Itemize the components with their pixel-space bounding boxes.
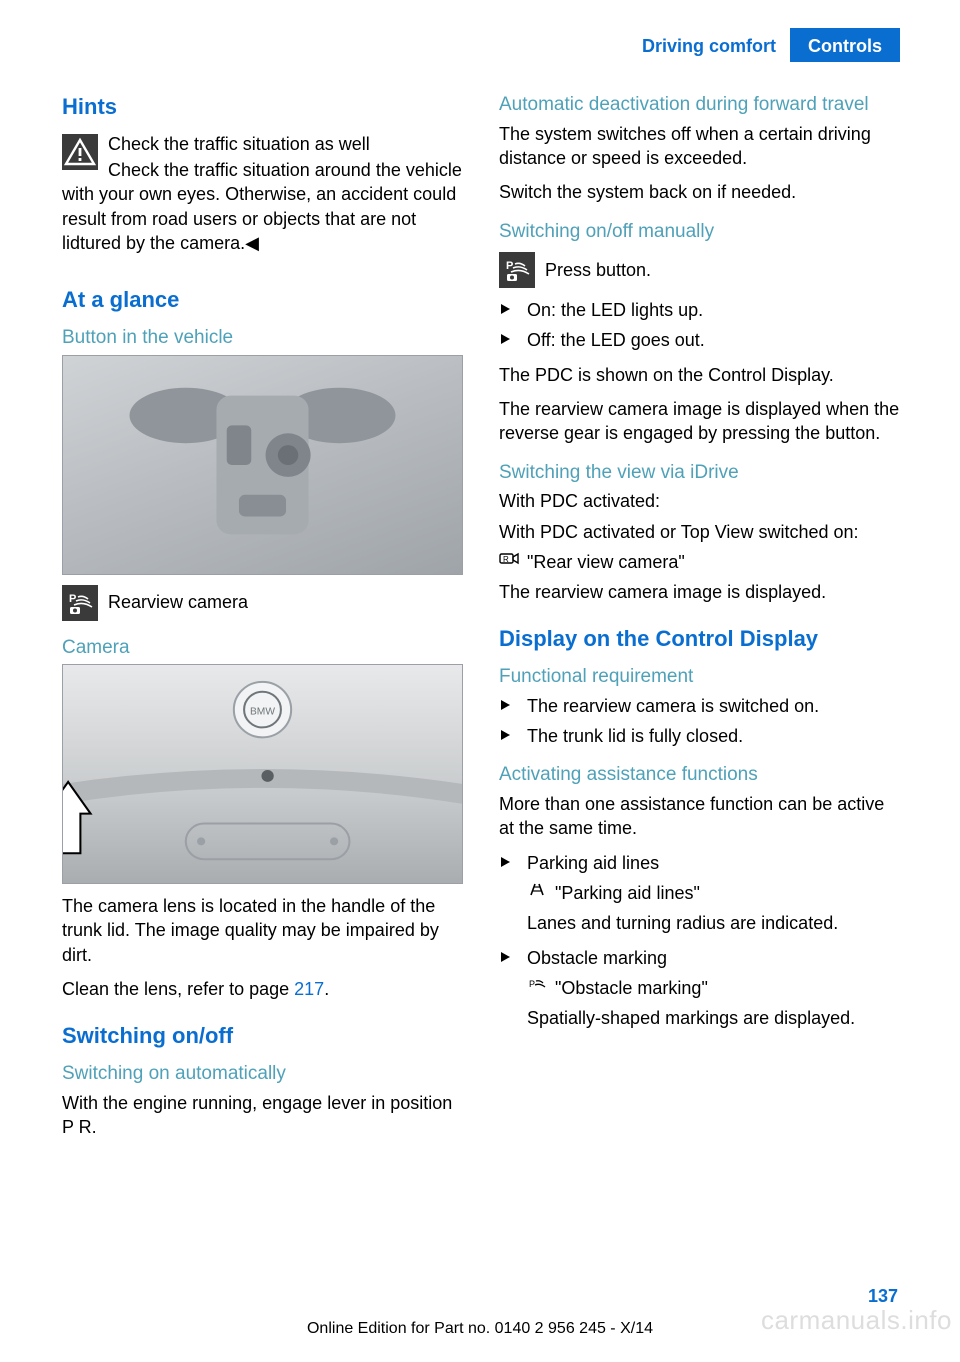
left-column: Hints Check the traffic situation as wel… [62,92,463,1272]
triangle-bullet-icon [501,334,510,344]
idrive-body-1: With PDC activated: [499,489,900,513]
svg-text:P: P [529,979,535,989]
assist-menu-row: "Parking aid lines" [527,881,900,905]
camera-body-2-post: . [324,979,329,999]
page-header: Driving comfort Controls [628,28,900,62]
list-item-text: On: the LED lights up. [527,300,703,320]
parking-camera-icon: P [62,585,98,621]
camera-body-2: Clean the lens, refer to page 217. [62,977,463,1001]
idrive-block: With PDC activated: With PDC activated o… [499,489,900,604]
idrive-menu-text: "Rear view camera" [527,550,685,574]
header-chapter: Controls [790,28,900,62]
auto-off-heading: Automatic deactivation during forward tr… [499,92,900,118]
switching-heading: Switching on/off [62,1021,463,1051]
warning-body: Check the traffic situation around the v… [62,158,463,255]
button-location-image [62,355,463,575]
page-ref-link[interactable]: 217 [294,979,324,999]
func-req-list: The rearview camera is switched on. The … [499,694,900,749]
camera-heading: Camera [62,635,463,661]
svg-text:BMW: BMW [250,707,275,718]
func-req-heading: Functional requirement [499,664,900,690]
list-item: On: the LED lights up. [499,298,900,322]
warning-icon [62,134,98,170]
list-item: Parking aid lines "Parking aid lines" La… [499,851,900,936]
hints-heading: Hints [62,92,463,122]
footer-text: Online Edition for Part no. 0140 2 956 2… [0,1318,960,1340]
press-button-row: P Press button. [499,252,900,288]
manual-heading: Switching on/off manually [499,219,900,245]
triangle-bullet-icon [501,304,510,314]
idrive-body-2: With PDC activated or Top View switched … [499,520,900,544]
camera-menu-icon: R [499,550,519,566]
svg-text:P: P [69,593,76,605]
obstacle-marking-icon: P [527,976,547,992]
switching-auto-on-body: With the engine running, engage lever in… [62,1091,463,1140]
warning-note: Check the traffic situation as well Chec… [62,132,463,265]
idrive-body-3: The rearview camera image is displayed. [499,580,900,604]
header-section: Driving comfort [628,28,790,62]
auto-off-body-1: The system switches off when a certain d… [499,122,900,171]
list-item-text: The trunk lid is fully closed. [527,726,743,746]
assist-heading: Activating assistance functions [499,762,900,788]
content-columns: Hints Check the traffic situation as wel… [62,92,900,1272]
triangle-bullet-icon [501,730,510,740]
rearview-camera-caption: Rearview camera [108,590,248,614]
rearview-camera-label: P Rearview camera [62,585,463,621]
list-item-text: Off: the LED goes out. [527,330,705,350]
right-column: Automatic deactivation during forward tr… [499,92,900,1272]
auto-off-body-2: Switch the system back on if needed. [499,180,900,204]
assist-list: Parking aid lines "Parking aid lines" La… [499,851,900,1031]
assist-menu-text: "Obstacle marking" [555,976,708,1000]
assist-menu-text: "Parking aid lines" [555,881,700,905]
assist-intro: More than one assistance function can be… [499,792,900,841]
page-number: 137 [868,1284,898,1308]
warning-title: Check the traffic situation as well [62,132,463,156]
camera-body-1: The camera lens is located in the handle… [62,894,463,967]
assist-item-desc: Spatially-shaped markings are displayed. [527,1006,900,1030]
list-item: Obstacle marking P "Obstacle marking" Sp… [499,946,900,1031]
triangle-bullet-icon [501,857,510,867]
idrive-menu-row: R "Rear view camera" [499,550,900,574]
assist-item-desc: Lanes and turning radius are indicated. [527,911,900,935]
idrive-heading: Switching the view via iDrive [499,460,900,486]
assist-item-label: Parking aid lines [527,853,659,873]
manual-on-off-list: On: the LED lights up. Off: the LED goes… [499,298,900,353]
display-heading: Display on the Control Display [499,624,900,654]
camera-location-image: BMW [62,664,463,884]
svg-text:R: R [503,555,509,564]
press-button-label: Press button. [545,258,651,282]
list-item: The trunk lid is fully closed. [499,724,900,748]
parking-lines-icon [527,881,547,897]
triangle-bullet-icon [501,952,510,962]
assist-menu-row: P "Obstacle marking" [527,976,900,1000]
list-item: The rearview camera is switched on. [499,694,900,718]
manual-body-2: The rearview camera image is displayed w… [499,397,900,446]
manual-body-1: The PDC is shown on the Control Display. [499,363,900,387]
button-in-vehicle-heading: Button in the vehicle [62,325,463,351]
svg-text:P: P [506,260,513,272]
at-a-glance-heading: At a glance [62,285,463,315]
triangle-bullet-icon [501,700,510,710]
list-item-text: The rearview camera is switched on. [527,696,819,716]
camera-body-2-pre: Clean the lens, refer to page [62,979,294,999]
switching-auto-on-heading: Switching on automatically [62,1061,463,1087]
assist-item-label: Obstacle marking [527,948,667,968]
list-item: Off: the LED goes out. [499,328,900,352]
parking-camera-icon: P [499,252,535,288]
